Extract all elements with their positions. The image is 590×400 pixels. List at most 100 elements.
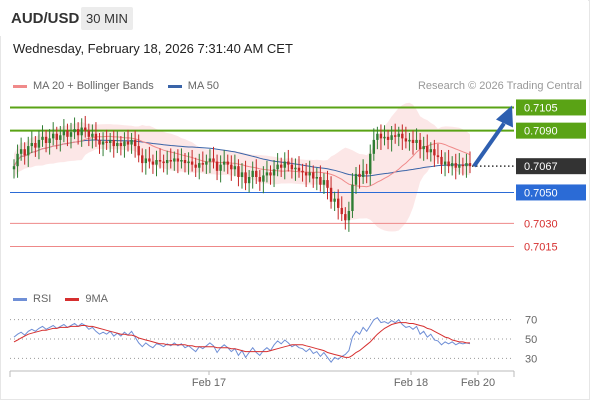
header-bar: AUD/USD 30 MIN: [0, 0, 588, 36]
candle-body: [351, 184, 354, 211]
candle-body: [440, 156, 443, 165]
candle-body: [158, 160, 162, 162]
candle-body: [165, 160, 169, 164]
candle-body: [62, 130, 66, 136]
candle-body: [322, 180, 326, 185]
legend-rsi-ma: 9MA: [65, 293, 108, 305]
candle-body: [133, 139, 137, 147]
level-box-resistance: [516, 99, 586, 116]
rsi-ma-line: [13, 322, 470, 358]
candle-body: [251, 170, 254, 177]
candle-body: [87, 130, 91, 137]
legend-rsi: RSI: [13, 293, 51, 305]
forecast-arrow-shaft: [472, 122, 506, 168]
candle-body: [19, 149, 23, 154]
legend-rsi-label: RSI: [33, 293, 52, 305]
candle-body: [240, 172, 244, 177]
candle-body: [454, 163, 457, 168]
candle-body: [269, 172, 272, 176]
candle-body: [354, 173, 358, 185]
candle-body: [51, 133, 55, 139]
candle-body: [411, 139, 415, 143]
candle-body: [468, 163, 472, 167]
candle-body: [247, 177, 251, 184]
rsi-tick-label: 50: [525, 334, 537, 346]
candle-body: [379, 133, 383, 139]
candle-body: [137, 146, 140, 156]
legend-ma50: MA 50: [167, 80, 219, 92]
candle-body: [16, 153, 19, 167]
candle-body: [208, 158, 212, 162]
candle-body: [415, 139, 418, 143]
legend-ma20-label: MA 20 + Bollinger Bands: [33, 80, 154, 92]
candle-body: [144, 158, 148, 164]
candle-body: [336, 198, 340, 208]
x-tick-label: Feb 17: [192, 377, 226, 389]
candle-body: [222, 161, 226, 165]
candle-body: [376, 133, 379, 140]
candle-body: [347, 211, 351, 221]
candle-body: [383, 136, 386, 139]
current-price-box: [516, 158, 586, 175]
candle-body: [37, 139, 41, 148]
candle-body: [262, 175, 265, 182]
candle-body: [308, 172, 311, 176]
candle-body: [112, 139, 115, 147]
candle-body: [369, 153, 372, 174]
candle-body: [23, 149, 26, 156]
candle-body: [255, 170, 258, 177]
candle-body: [426, 146, 429, 153]
candle-body: [201, 163, 205, 165]
candle-body: [98, 139, 101, 145]
candle-body: [358, 173, 361, 177]
candle-body: [279, 164, 283, 168]
candle-body: [283, 161, 286, 168]
rsi-legend: RSI 9MA: [13, 293, 122, 305]
candle-body: [169, 160, 172, 162]
candle-body: [12, 166, 16, 170]
rsi-line: [13, 317, 471, 364]
candle-body: [276, 164, 279, 170]
candle-body: [290, 164, 294, 170]
candle-body: [230, 164, 233, 170]
candle-body: [91, 133, 94, 137]
candle-body: [365, 170, 368, 174]
candle-body: [148, 158, 151, 162]
level-label-resistance: 0.7105: [524, 102, 558, 114]
candle-body: [272, 169, 276, 176]
candle-body: [390, 135, 393, 140]
level-box-pivot: [516, 184, 586, 201]
candle-body: [408, 139, 411, 142]
candle-body: [297, 167, 301, 171]
candle-body: [73, 129, 76, 133]
candle-body: [401, 133, 404, 139]
candle-body: [123, 141, 126, 147]
chart-legend: MA 20 + Bollinger Bands MA 50: [13, 80, 233, 92]
ma50-swatch-icon: [167, 84, 182, 88]
rsi-tick-label: 70: [525, 315, 537, 327]
candle-body: [418, 139, 422, 150]
candle-body: [312, 172, 315, 179]
x-tick-label: Feb 20: [461, 377, 495, 389]
candle-body: [219, 164, 222, 171]
timestamp: Wednesday, February 18, 2026 7:31:40 AM …: [13, 41, 293, 56]
candle-body: [304, 172, 308, 176]
candle-body: [151, 161, 155, 165]
candle-body: [340, 207, 343, 215]
candle-body: [205, 161, 208, 165]
candle-body: [194, 164, 197, 168]
candle-body: [258, 177, 262, 182]
candle-body: [404, 138, 408, 142]
candle-body: [212, 158, 215, 162]
candle-body: [465, 163, 468, 167]
candle-body: [244, 172, 247, 184]
candle-body: [447, 161, 450, 167]
candle-body: [55, 133, 58, 140]
level-label-support: 0.7015: [524, 242, 558, 254]
candle-body: [76, 129, 80, 136]
candle-body: [443, 161, 447, 165]
candle-body: [226, 161, 229, 165]
timeframe-badge[interactable]: 30 MIN: [81, 7, 133, 30]
candle-body: [429, 149, 433, 153]
